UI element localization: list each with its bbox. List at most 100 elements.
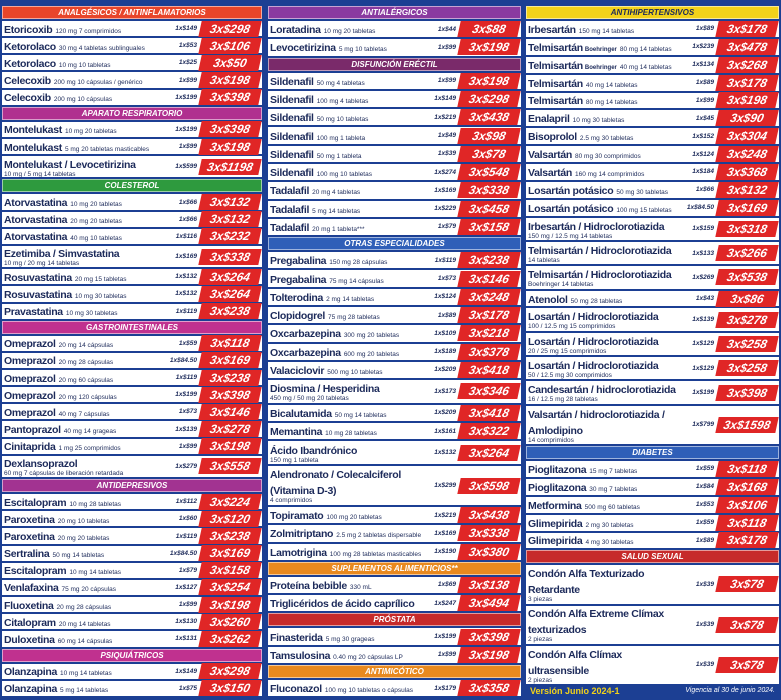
product-name: Montelukast / Levocetirizina <box>4 158 136 171</box>
promo-price: 3x$264 <box>198 285 262 302</box>
product-detail: 30 mg 7 tabletas <box>589 485 638 493</box>
unit-price: 1x$39 <box>437 150 456 158</box>
product-name: Tadalafil <box>270 203 310 216</box>
product-name: Dexlansoprazol <box>4 458 78 471</box>
product-info: Sildenafil 50 mg 4 tabletas <box>270 73 426 89</box>
product-row: Duloxetina 60 mg 14 cápsulas 1x$131 3x$262 <box>2 630 262 647</box>
unit-price: 1x$132 <box>434 449 456 457</box>
product-detail: 4 mg 30 tabletas <box>585 539 634 547</box>
product-name: Omeprazol <box>4 338 56 351</box>
product-info: Omeprazol 40 mg 7 cápsulas <box>4 404 167 420</box>
product-name: Clopidogrel <box>270 310 326 323</box>
product-row: Oxcarbazepina 600 mg 20 tabletas 1x$189 3x$… <box>268 343 521 360</box>
product-info: Etoricoxib 120 mg 7 comprimidos <box>4 21 167 37</box>
promo-price: 3x$1598 <box>715 416 779 433</box>
product-row: Alendronato / Colecalciferol (Vitamina D… <box>268 466 521 505</box>
version: Versión Junio 2024-1 <box>530 685 620 696</box>
section-title: APARATO RESPIRATORIO <box>2 106 262 120</box>
product-detail: 50 mg 14 tabletas <box>334 411 387 419</box>
section-title: ANTIMICÓTICO <box>268 664 521 678</box>
product-detail: 150 mg 14 tabletas <box>578 27 635 35</box>
product-info: Irbesartán / Hidroclorotiazida 150 mg / 1… <box>528 218 684 241</box>
product-detail: 40 mg 7 cápsulas <box>58 410 110 418</box>
unit-price: 1x$129 <box>692 340 714 348</box>
product-row: Paroxetina 20 mg 20 tabletas 1x$119 3x$238 <box>2 528 262 544</box>
product-detail: 5 mg 14 tabletas <box>312 207 361 215</box>
unit-price: 1x$99 <box>178 76 197 84</box>
product-info: Loratadina 10 mg 20 tabletas <box>270 21 426 37</box>
product-detail: 100 mg 15 tabletas <box>616 206 672 214</box>
unit-price: 1x$79 <box>178 566 197 574</box>
promo-price: 3x$178 <box>715 532 779 549</box>
product-detail: 3 piezas <box>528 596 553 604</box>
product-row: Sildenafil 100 mg 10 tabletas 1x$274 3x$548 <box>268 163 521 181</box>
product-name: Losartán / Hidroclorotiazida <box>528 335 659 348</box>
product-name: Loratadina <box>270 24 321 37</box>
product-name: Atorvastatina <box>4 214 68 227</box>
product-info: Olanzapina 5 mg 14 tabletas <box>4 680 167 696</box>
product-detail: 100 mg 10 tabletas <box>316 171 372 179</box>
product-info: Sertralina 50 mg 14 tabletas <box>4 545 167 561</box>
product-name: Omeprazol <box>4 372 56 385</box>
product-row: Montelukast / Levocetirizina 10 mg / 5 mg… <box>2 156 262 178</box>
product-name: Atorvastatina <box>4 231 68 244</box>
product-name: Telmisartán <box>528 59 583 72</box>
product-row: Pantoprazol 40 mg 14 grageas 1x$139 3x$278 <box>2 421 262 438</box>
product-detail: 0.40 mg 20 cápsulas LP <box>333 653 403 661</box>
product-detail: 200 mg 10 cápsulas <box>53 96 113 104</box>
product-row: Losartán potásico 50 mg 30 tabletas 1x$66 3… <box>526 181 779 198</box>
product-info: Ácido Ibandrónico 150 mg 1 tableta <box>270 442 426 465</box>
product-row: Bisoprolol 2.5 mg 30 tabletas 1x$152 3x$304 <box>526 128 779 145</box>
promo-price: 3x$264 <box>198 268 262 285</box>
product-detail: 40 mg 14 grageas <box>63 428 117 436</box>
product-row: Montelukast 5 mg 20 tabletas masticables 1… <box>2 138 262 155</box>
section-title: ANTIHIPERTENSIVOS <box>526 6 779 19</box>
unit-price: 1x$44 <box>437 25 456 33</box>
product-detail: 10 mg 20 tabletas <box>70 201 122 208</box>
section-title: ANTIDEPRESIVOS <box>2 479 262 493</box>
unit-price: 1x$84.50 <box>169 356 197 364</box>
unit-price: 1x$99 <box>178 601 197 609</box>
promo-price: 3x$169 <box>198 352 262 369</box>
product-info: Proteína bebible 330 mL <box>270 577 426 593</box>
product-name: Pravastatina <box>4 306 63 319</box>
product-info: Venlafaxina 75 mg 20 cápsulas <box>4 579 167 595</box>
product-name: Topiramato <box>270 510 324 523</box>
product-info: Finasterida 5 mg 30 grageas <box>270 629 426 645</box>
product-row: Losartán / Hidroclorotiazida 20 / 25 mg 1… <box>526 332 779 356</box>
promo-price: 3x$254 <box>198 579 262 596</box>
product-detail: 20 mg 14 cápsulas <box>58 342 114 350</box>
unit-price: 1x$89 <box>695 25 714 33</box>
product-detail: 150 mg 1 tableta <box>270 456 319 464</box>
product-row: Telmisartán / Hidroclorotiazida 14 tablet… <box>526 241 779 265</box>
product-name: Memantina <box>270 426 323 439</box>
product-info: Metformina 500 mg 60 tabletas <box>528 497 684 513</box>
section-title: COLESTEROL <box>2 179 262 193</box>
promo-price: 3x$398 <box>198 89 262 106</box>
unit-price: 1x$59 <box>178 339 197 347</box>
product-row: Lamotrigina 100 mg 28 tabletas masticable… <box>268 543 521 560</box>
promo-price: 3x$558 <box>198 458 262 475</box>
product-detail: 10 mg 30 tabletas <box>65 310 118 318</box>
promo-price: 3x$538 <box>715 269 779 286</box>
product-name: Losartán / Hidroclorotiazida <box>528 360 659 373</box>
promo-price: 3x$438 <box>457 109 521 126</box>
promo-price: 3x$50 <box>198 54 262 71</box>
product-row: Rosuvastatina 10 mg 30 tabletas 1x$132 3x$2… <box>2 285 262 302</box>
unit-price: 1x$119 <box>175 532 197 540</box>
product-row: Zolmitriptano 2.5 mg 2 tabletas dispersab… <box>268 525 521 542</box>
product-row: Olanzapina 10 mg 14 tabletas 1x$149 3x$298 <box>2 663 262 680</box>
unit-price: 1x$66 <box>178 198 197 206</box>
product-name: Paroxetina <box>4 531 55 543</box>
product-row: Memantina 10 mg 28 tabletas 1x$161 3x$322 <box>268 423 521 440</box>
promo-price: 3x$598 <box>457 477 521 494</box>
product-info: Diosmina / Hesperidina 450 mg / 50 mg 20 … <box>270 380 426 403</box>
product-row: Losartán / Hidroclorotiazida 50 / 12.5 mg… <box>526 357 779 380</box>
product-row: Candesartán / hidroclorotiazida 16 / 12.5… <box>526 381 779 404</box>
promo-price: 3x$338 <box>198 248 262 265</box>
product-name: Cinitaprida <box>4 441 56 454</box>
promo-price: 3x$398 <box>457 628 521 645</box>
unit-price: 1x$199 <box>175 391 197 399</box>
unit-price: 1x$99 <box>437 77 456 85</box>
unit-price: 1x$209 <box>434 366 456 374</box>
